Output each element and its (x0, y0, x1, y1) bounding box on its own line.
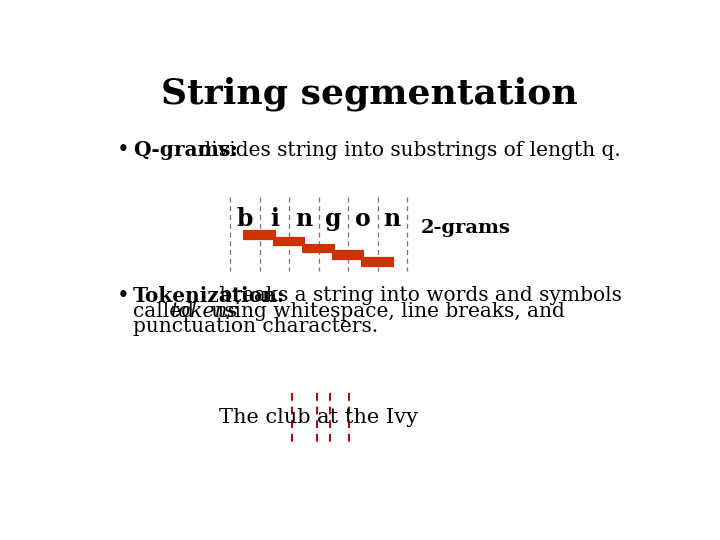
Text: n: n (295, 207, 312, 231)
Text: tokens: tokens (171, 302, 239, 321)
Text: 2-grams: 2-grams (421, 219, 510, 237)
Text: Tokenization:: Tokenization: (132, 286, 285, 306)
Text: called: called (132, 302, 200, 321)
Text: punctuation characters.: punctuation characters. (132, 317, 378, 336)
Text: i: i (270, 207, 279, 231)
Text: divides string into substrings of length q.: divides string into substrings of length… (192, 141, 620, 160)
Text: n: n (384, 207, 401, 231)
Text: •: • (117, 139, 130, 161)
Text: The club at the Ivy: The club at the Ivy (219, 408, 418, 427)
Text: String segmentation: String segmentation (161, 77, 577, 111)
Text: using whitespace, line breaks, and: using whitespace, line breaks, and (204, 302, 564, 321)
Text: breaks a string into words and symbols: breaks a string into words and symbols (213, 286, 622, 305)
Text: g: g (325, 207, 341, 231)
Text: b: b (237, 207, 253, 231)
Text: o: o (355, 207, 371, 231)
Text: •: • (117, 285, 130, 307)
Text: Q-grams:: Q-grams: (132, 140, 238, 160)
